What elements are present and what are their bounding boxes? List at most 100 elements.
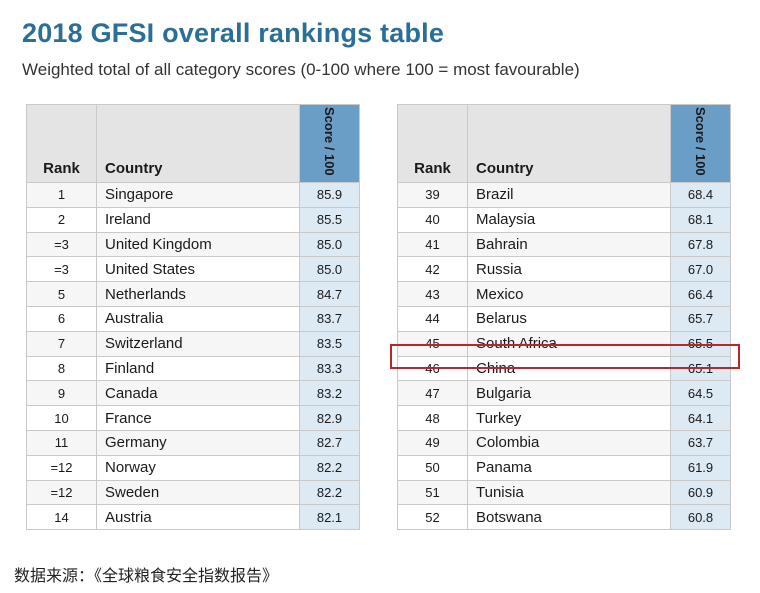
country-cell: South Africa <box>467 330 671 357</box>
country-cell: Russia <box>467 256 671 283</box>
table-row: 50 Panama 61.9 <box>397 454 731 481</box>
table-header-row: Rank Country Score / 100 <box>397 104 731 183</box>
table-row: =12 Norway 82.2 <box>26 454 360 481</box>
source-note: 数据来源：《全球粮食安全指数报告》 <box>14 566 279 585</box>
score-cell: 63.7 <box>670 429 731 456</box>
rank-header: Rank <box>397 104 468 183</box>
rank-cell: 39 <box>397 182 468 208</box>
table-row: 7 Switzerland 83.5 <box>26 330 360 357</box>
rank-cell: 11 <box>26 429 97 456</box>
rank-header: Rank <box>26 104 97 183</box>
table-row: =12 Sweden 82.2 <box>26 479 360 506</box>
country-cell: Finland <box>96 355 300 382</box>
score-cell: 65.7 <box>670 305 731 332</box>
score-cell: 82.9 <box>299 405 360 431</box>
country-cell: Germany <box>96 429 300 456</box>
score-cell: 83.3 <box>299 355 360 382</box>
rank-cell: =12 <box>26 479 97 506</box>
score-header: Score / 100 <box>670 104 731 183</box>
country-cell: Brazil <box>467 182 671 208</box>
rank-cell: 2 <box>26 206 97 233</box>
country-cell: Australia <box>96 305 300 332</box>
score-cell: 67.0 <box>670 256 731 283</box>
rank-cell: 6 <box>26 305 97 332</box>
table-row: 39 Brazil 68.4 <box>397 182 731 208</box>
rank-cell: 1 <box>26 182 97 208</box>
score-cell: 67.8 <box>670 231 731 258</box>
rankings-table-right: Rank Country Score / 100 39 Brazil 68.4 40 M… <box>397 104 731 531</box>
rank-cell: 44 <box>397 305 468 332</box>
country-cell: Turkey <box>467 405 671 431</box>
table-row: =3 United States 85.0 <box>26 256 360 283</box>
score-cell: 66.4 <box>670 281 731 307</box>
table-row: 45 South Africa 65.5 <box>397 330 731 357</box>
country-cell: Switzerland <box>96 330 300 357</box>
country-cell: Panama <box>467 454 671 481</box>
table-body-right: 39 Brazil 68.4 40 Malaysia 68.1 41 Bahrain 67.8 4… <box>397 182 731 531</box>
country-cell: United States <box>96 256 300 283</box>
table-header-row: Rank Country Score / 100 <box>26 104 360 183</box>
rank-cell: 9 <box>26 380 97 407</box>
country-cell: Bahrain <box>467 231 671 258</box>
country-cell: Colombia <box>467 429 671 456</box>
rank-cell: 40 <box>397 206 468 233</box>
score-cell: 83.7 <box>299 305 360 332</box>
score-header: Score / 100 <box>299 104 360 183</box>
score-cell: 64.5 <box>670 380 731 407</box>
table-row: 43 Mexico 66.4 <box>397 281 731 307</box>
rank-cell: 5 <box>26 281 97 307</box>
table-body-left: 1 Singapore 85.9 2 Ireland 85.5 =3 United Kingd… <box>26 182 360 531</box>
country-cell: Austria <box>96 504 300 531</box>
score-cell: 68.1 <box>670 206 731 233</box>
country-cell: Bulgaria <box>467 380 671 407</box>
score-cell: 85.9 <box>299 182 360 208</box>
country-cell: Ireland <box>96 206 300 233</box>
table-row: 10 France 82.9 <box>26 405 360 431</box>
country-cell: Sweden <box>96 479 300 506</box>
country-cell: Norway <box>96 454 300 481</box>
score-cell: 82.2 <box>299 454 360 481</box>
country-cell: France <box>96 405 300 431</box>
table-row: 5 Netherlands 84.7 <box>26 281 360 307</box>
rank-cell: 48 <box>397 405 468 431</box>
table-row: =3 United Kingdom 85.0 <box>26 231 360 258</box>
score-cell: 68.4 <box>670 182 731 208</box>
country-cell: Tunisia <box>467 479 671 506</box>
table-row: 48 Turkey 64.1 <box>397 405 731 431</box>
table-row: 9 Canada 83.2 <box>26 380 360 407</box>
rank-cell: 42 <box>397 256 468 283</box>
score-cell: 64.1 <box>670 405 731 431</box>
country-cell: Netherlands <box>96 281 300 307</box>
score-cell: 85.5 <box>299 206 360 233</box>
score-header-label: Score / 100 <box>693 107 708 176</box>
rank-cell: 51 <box>397 479 468 506</box>
country-cell: Belarus <box>467 305 671 332</box>
country-cell: United Kingdom <box>96 231 300 258</box>
score-cell: 60.9 <box>670 479 731 506</box>
score-cell: 85.0 <box>299 231 360 258</box>
country-header: Country <box>467 104 671 183</box>
rank-cell: 47 <box>397 380 468 407</box>
rank-cell: 10 <box>26 405 97 431</box>
page-subtitle: Weighted total of all category scores (0… <box>22 60 580 79</box>
china-highlight-box <box>390 344 740 369</box>
table-row: 41 Bahrain 67.8 <box>397 231 731 258</box>
score-cell: 82.7 <box>299 429 360 456</box>
country-cell: Mexico <box>467 281 671 307</box>
rankings-table-left: Rank Country Score / 100 1 Singapore 85.9 2… <box>26 104 360 531</box>
table-row: 6 Australia 83.7 <box>26 305 360 332</box>
table-row: 47 Bulgaria 64.5 <box>397 380 731 407</box>
country-cell: Botswana <box>467 504 671 531</box>
country-cell: Malaysia <box>467 206 671 233</box>
rank-cell: =12 <box>26 454 97 481</box>
country-cell: Singapore <box>96 182 300 208</box>
rank-cell: 52 <box>397 504 468 531</box>
rank-cell: 8 <box>26 355 97 382</box>
score-cell: 60.8 <box>670 504 731 531</box>
score-cell: 65.5 <box>670 330 731 357</box>
score-cell: 82.2 <box>299 479 360 506</box>
rank-cell: =3 <box>26 231 97 258</box>
table-row: 49 Colombia 63.7 <box>397 429 731 456</box>
country-cell: Canada <box>96 380 300 407</box>
score-cell: 85.0 <box>299 256 360 283</box>
